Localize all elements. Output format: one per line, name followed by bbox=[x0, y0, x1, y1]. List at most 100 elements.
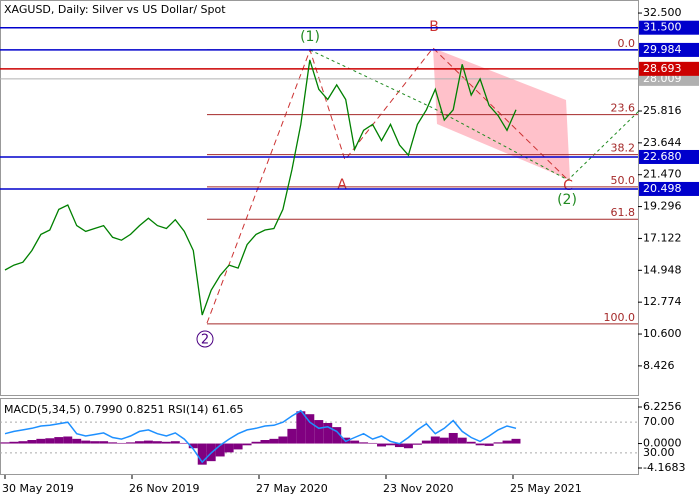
macd-bar bbox=[99, 441, 109, 444]
macd-bar bbox=[287, 428, 297, 444]
macd-bar bbox=[305, 414, 315, 444]
wave-label: (1) bbox=[300, 29, 320, 45]
indicator-title: MACD(5,34,5) 0.7990 0.8251 RSI(14) 61.65 bbox=[4, 403, 243, 416]
x-tick-label: 23 Nov 2020 bbox=[383, 482, 453, 495]
macd-bar bbox=[350, 440, 360, 444]
x-tick-label: 26 Nov 2019 bbox=[129, 482, 199, 495]
y-tick-label: 14.948 bbox=[643, 263, 682, 276]
macd-bar bbox=[9, 441, 19, 444]
macd-bar bbox=[314, 420, 324, 444]
level-label: 20.498 bbox=[643, 182, 682, 195]
y-tick-label: 10.600 bbox=[643, 327, 682, 340]
fib-label: 100.0 bbox=[604, 311, 636, 324]
fib-label: 38.2 bbox=[611, 142, 636, 155]
macd-bar bbox=[475, 443, 485, 446]
rsi-line bbox=[4, 409, 517, 464]
level-box bbox=[639, 149, 699, 164]
macd-bar bbox=[377, 443, 387, 447]
macd-bar bbox=[502, 440, 512, 444]
macd-bar bbox=[269, 438, 279, 444]
wave-label: (2) bbox=[557, 192, 577, 208]
y-tick-label: 21.470 bbox=[643, 168, 682, 181]
macd-bar bbox=[0, 442, 10, 444]
macd-bar bbox=[126, 442, 135, 444]
macd-bar bbox=[439, 437, 449, 444]
macd-bar bbox=[278, 436, 288, 444]
macd-bar bbox=[359, 442, 369, 444]
y-tick-label: 6.2256 bbox=[643, 400, 682, 413]
level-box bbox=[639, 20, 699, 35]
macd-bar bbox=[27, 440, 37, 444]
fib-label: 61.8 bbox=[611, 206, 636, 219]
wave-label: 2 bbox=[201, 333, 209, 348]
macd-bar bbox=[421, 440, 431, 444]
macd-bar bbox=[81, 440, 91, 444]
chart-title: XAGUSD, Daily: Silver vs US Dollar/ Spot bbox=[4, 3, 226, 16]
macd-bar bbox=[179, 442, 189, 444]
fib-label: 50.0 bbox=[611, 174, 636, 187]
macd-bar bbox=[117, 442, 127, 444]
macd-bar bbox=[45, 438, 55, 444]
y-tick-label: 8.426 bbox=[643, 359, 675, 372]
y-tick-label: -4.1683 bbox=[643, 461, 685, 474]
y-tick-label: 70.00 bbox=[643, 415, 675, 428]
macd-bar bbox=[72, 438, 82, 444]
macd-bar bbox=[412, 443, 422, 445]
y-tick-label: 23.644 bbox=[643, 136, 682, 149]
macd-bar bbox=[394, 443, 404, 448]
macd-bar bbox=[448, 432, 458, 444]
channel bbox=[433, 48, 570, 180]
y-tick-label: 12.774 bbox=[643, 295, 682, 308]
x-tick-label: 30 May 2019 bbox=[2, 482, 74, 495]
macd-bar bbox=[323, 423, 333, 444]
y-tick-label: 0.0000 bbox=[643, 437, 682, 450]
macd-bar bbox=[161, 441, 171, 444]
macd-bar bbox=[242, 443, 252, 446]
level-label: 31.500 bbox=[643, 21, 682, 34]
macd-bar bbox=[233, 443, 243, 450]
macd-bar bbox=[457, 437, 467, 444]
macd-bar bbox=[332, 427, 342, 444]
macd-bar bbox=[466, 441, 476, 444]
indicator-panel bbox=[0, 398, 639, 475]
macd-bar bbox=[18, 441, 28, 444]
wave-label: A bbox=[337, 177, 347, 193]
price-line bbox=[4, 59, 517, 316]
macd-bar bbox=[251, 441, 261, 444]
fib-label: 0.0 bbox=[618, 37, 636, 50]
macd-bar bbox=[484, 443, 494, 446]
level-label: 22.680 bbox=[643, 150, 682, 163]
y-tick-label: 19.296 bbox=[643, 200, 682, 213]
main-panel bbox=[0, 0, 639, 396]
macd-bar bbox=[386, 443, 395, 446]
level-box bbox=[639, 61, 699, 76]
macd-bar bbox=[215, 443, 225, 457]
level-box bbox=[639, 181, 699, 196]
macd-bar bbox=[260, 440, 270, 444]
macd-bar bbox=[224, 443, 234, 453]
wave-circle bbox=[196, 330, 214, 348]
level-box bbox=[639, 42, 699, 57]
macd-bar bbox=[90, 441, 100, 444]
level-label: 29.984 bbox=[643, 43, 682, 56]
macd-bar bbox=[63, 436, 73, 444]
macd-bar bbox=[493, 442, 503, 444]
macd-bar bbox=[511, 438, 521, 444]
macd-bar bbox=[188, 443, 198, 449]
macd-bar bbox=[54, 437, 64, 444]
macd-bar bbox=[152, 441, 162, 444]
wave-line bbox=[206, 47, 569, 324]
macd-bar bbox=[143, 440, 153, 444]
x-tick-label: 25 May 2021 bbox=[510, 482, 582, 495]
macd-bar bbox=[403, 443, 413, 449]
y-tick-label: 32.500 bbox=[643, 6, 682, 19]
wave-label: C bbox=[563, 178, 573, 194]
macd-bar bbox=[108, 442, 118, 444]
y-tick-label: 25.816 bbox=[643, 104, 682, 117]
y-tick-label: 17.122 bbox=[643, 231, 682, 244]
macd-bar bbox=[430, 436, 440, 444]
x-tick-label: 27 May 2020 bbox=[256, 482, 328, 495]
macd-bar bbox=[197, 443, 207, 465]
macd-bar bbox=[36, 438, 46, 444]
